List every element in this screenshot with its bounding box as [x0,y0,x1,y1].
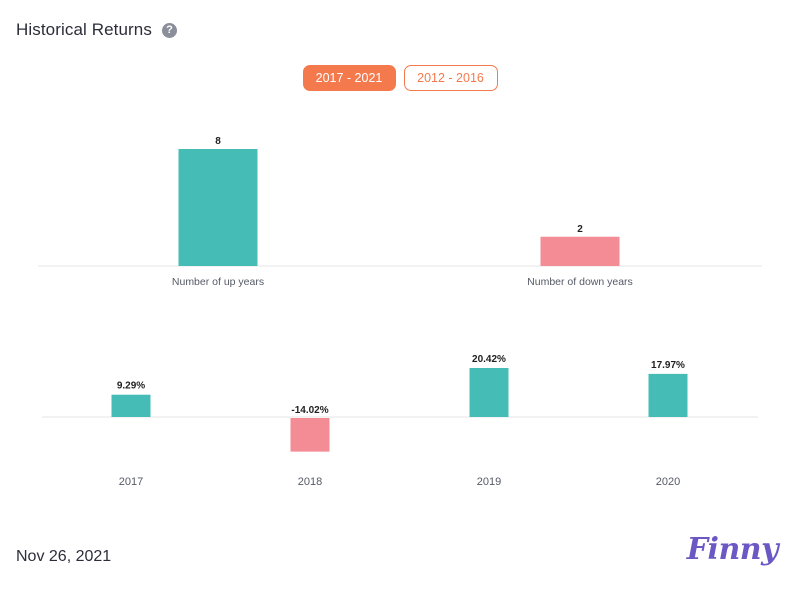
page-title: Historical Returns [16,20,152,39]
bar-down-years [540,236,620,266]
tab-2012-2016[interactable]: 2012 - 2016 [403,65,498,91]
data-label: 9.29% [117,381,145,392]
bar-2020 [648,373,688,417]
bar-2018 [290,418,330,452]
year-label: 2020 [656,476,680,488]
bar-2017 [111,394,151,417]
data-label: 17.97% [651,360,685,371]
year-label: 2019 [477,476,501,488]
data-label: 20.42% [472,354,506,365]
year-label: 2017 [119,476,143,488]
finny-logo: Finny [686,532,779,567]
category-label: Number of down years [527,276,633,288]
data-label: 2 [577,224,583,235]
header: Historical Returns ? [16,20,177,40]
as-of-date: Nov 26, 2021 [16,548,112,565]
tab-2017-2021[interactable]: 2017 - 2021 [302,65,396,91]
category-label: Number of up years [172,276,264,288]
data-label: -14.02% [291,405,328,416]
year-label: 2018 [298,476,322,488]
bar-up-years [178,149,258,266]
period-tabs: 2017 - 2021 2012 - 2016 [0,65,800,91]
data-label: 8 [215,136,221,147]
bar-2019 [469,368,509,417]
question-circle-icon[interactable]: ? [161,22,177,38]
